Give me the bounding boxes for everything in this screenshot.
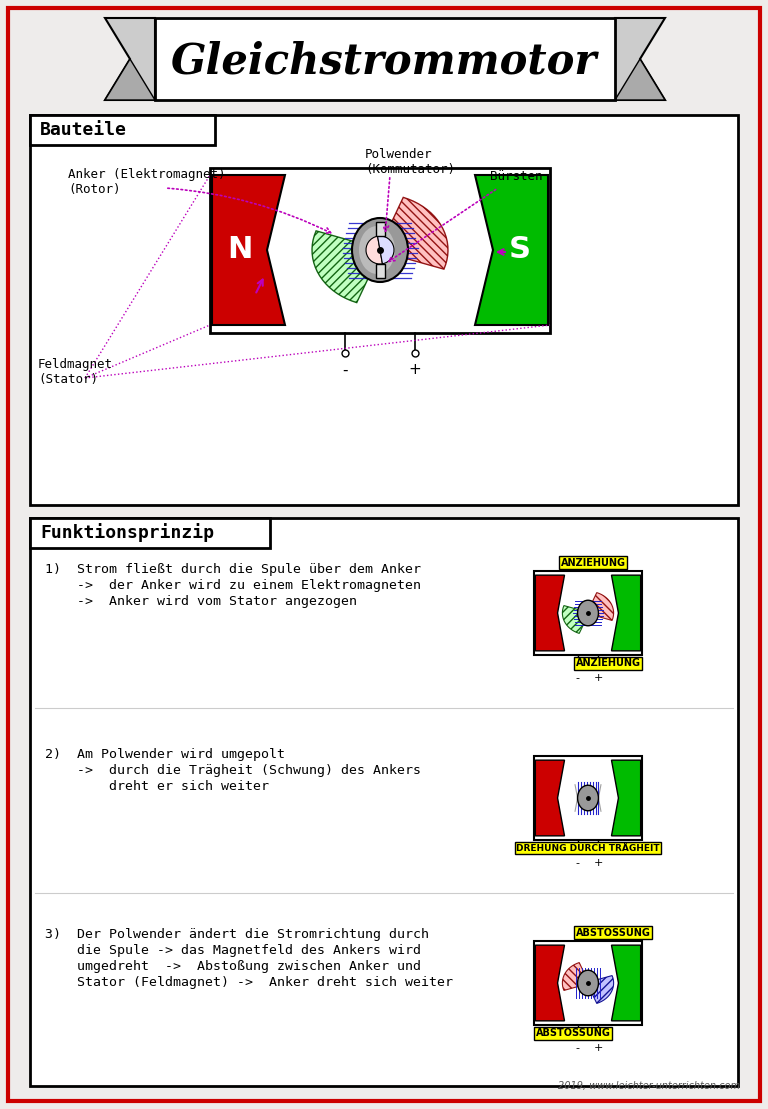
Polygon shape <box>535 576 564 651</box>
Polygon shape <box>535 945 564 1021</box>
Wedge shape <box>366 236 382 264</box>
Text: ABSTOSSUNG: ABSTOSSUNG <box>575 928 650 938</box>
Bar <box>30 518 270 548</box>
Text: die Spule -> das Magnetfeld des Ankers wird: die Spule -> das Magnetfeld des Ankers w… <box>45 944 421 957</box>
Polygon shape <box>212 175 285 325</box>
Bar <box>535 571 641 655</box>
Bar <box>30 115 215 145</box>
Bar <box>210 167 550 333</box>
Text: dreht er sich weiter: dreht er sich weiter <box>45 780 269 793</box>
Text: DREHUNG DURCH TRÄGHEIT: DREHUNG DURCH TRÄGHEIT <box>516 844 660 853</box>
Bar <box>155 18 615 100</box>
Text: ABSTOSSUNG: ABSTOSSUNG <box>535 1028 611 1038</box>
Bar <box>376 264 385 278</box>
Text: S: S <box>509 235 531 265</box>
Text: Bürsten: Bürsten <box>490 170 542 183</box>
Ellipse shape <box>578 600 598 625</box>
Text: Anker (Elektromagnet)
(Rotor): Anker (Elektromagnet) (Rotor) <box>68 167 226 196</box>
Text: Stator (Feldmagnet) ->  Anker dreht sich weiter: Stator (Feldmagnet) -> Anker dreht sich … <box>45 976 453 989</box>
Text: 2019, www.leichter-unterrichten.com: 2019, www.leichter-unterrichten.com <box>558 1081 740 1091</box>
Text: ANZIEHUNG: ANZIEHUNG <box>575 658 641 668</box>
Polygon shape <box>562 606 584 633</box>
Text: ANZIEHUNG: ANZIEHUNG <box>561 558 625 568</box>
Polygon shape <box>562 963 584 990</box>
Text: -: - <box>575 673 580 683</box>
Text: Polwender
(Kommutator): Polwender (Kommutator) <box>365 147 455 176</box>
Text: ->  durch die Trägheit (Schwung) des Ankers: -> durch die Trägheit (Schwung) des Anke… <box>45 764 421 777</box>
Polygon shape <box>475 175 548 325</box>
Text: N: N <box>227 235 253 265</box>
Ellipse shape <box>578 970 598 996</box>
Text: 1)  Strom fließt durch die Spule über dem Anker: 1) Strom fließt durch die Spule über dem… <box>45 563 421 576</box>
Text: -: - <box>575 1044 580 1054</box>
Ellipse shape <box>352 218 408 282</box>
Polygon shape <box>615 18 665 100</box>
Text: Funktionsprinzip: Funktionsprinzip <box>40 523 214 542</box>
Bar <box>30 115 738 505</box>
Text: Bauteile: Bauteile <box>40 121 127 139</box>
Bar <box>535 940 641 1025</box>
Text: ->  der Anker wird zu einem Elektromagneten: -> der Anker wird zu einem Elektromagnet… <box>45 579 421 592</box>
Text: -: - <box>575 858 580 868</box>
Ellipse shape <box>578 785 598 811</box>
Polygon shape <box>535 760 564 836</box>
Polygon shape <box>312 231 375 303</box>
Text: +: + <box>409 363 422 377</box>
Polygon shape <box>611 760 641 836</box>
Polygon shape <box>591 592 614 620</box>
Bar <box>376 222 385 236</box>
Ellipse shape <box>359 226 395 274</box>
Polygon shape <box>591 976 614 1004</box>
Polygon shape <box>615 59 665 100</box>
Polygon shape <box>105 59 155 100</box>
Text: +: + <box>594 1044 603 1054</box>
Polygon shape <box>611 576 641 651</box>
Bar <box>535 756 641 840</box>
Text: 3)  Der Polwender ändert die Stromrichtung durch: 3) Der Polwender ändert die Stromrichtun… <box>45 928 429 942</box>
Polygon shape <box>611 945 641 1021</box>
Text: umgedreht  ->  Abstoßung zwischen Anker und: umgedreht -> Abstoßung zwischen Anker un… <box>45 960 421 973</box>
Text: Feldmagnet
(Stator): Feldmagnet (Stator) <box>38 358 113 386</box>
Text: -: - <box>343 363 348 377</box>
Text: +: + <box>594 673 603 683</box>
Text: +: + <box>594 858 603 868</box>
Text: 2)  Am Polwender wird umgepolt: 2) Am Polwender wird umgepolt <box>45 747 285 761</box>
Polygon shape <box>105 18 155 100</box>
Text: ->  Anker wird vom Stator angezogen: -> Anker wird vom Stator angezogen <box>45 596 357 608</box>
Wedge shape <box>378 236 394 264</box>
Polygon shape <box>385 197 448 269</box>
Bar <box>30 518 738 1086</box>
Text: Gleichstrommotor: Gleichstrommotor <box>170 41 598 83</box>
